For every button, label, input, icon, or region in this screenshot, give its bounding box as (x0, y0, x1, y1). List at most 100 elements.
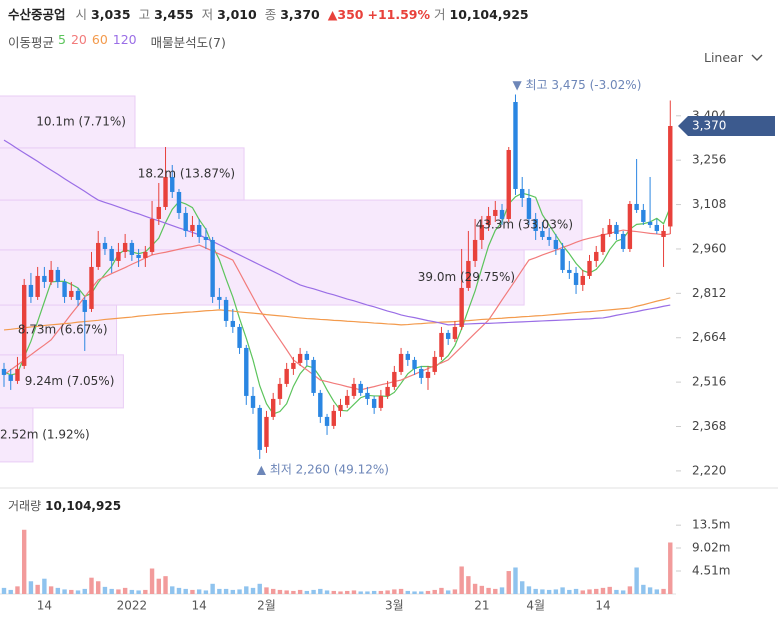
volume-bar (486, 587, 491, 594)
candle-body (371, 398, 377, 408)
ma-legend-entry[interactable]: 5 (58, 32, 66, 47)
ma-names: 5 20 60 120 (58, 32, 137, 51)
volume-bar (371, 590, 377, 594)
candle-body (587, 260, 592, 276)
candle-body (661, 230, 666, 237)
volume-bar (291, 590, 296, 594)
volume-bar (230, 589, 236, 594)
candle-body (627, 203, 633, 249)
candle-body (654, 224, 660, 231)
candle-body (244, 347, 249, 396)
volume-bar (600, 587, 606, 594)
candle-body (412, 359, 417, 369)
price-pane (0, 94, 673, 463)
volume-bar (338, 591, 343, 594)
candle-body (338, 404, 343, 411)
candle-body (580, 275, 585, 285)
volume-bar (567, 589, 572, 594)
candle-body (89, 266, 94, 309)
ma-line (3, 139, 671, 326)
volume-bar (304, 590, 310, 594)
x-tick-label: 2월 (257, 599, 276, 613)
volume-bar (55, 587, 61, 594)
volume-bar (594, 588, 599, 594)
volume-bar (96, 581, 101, 594)
volume-bar (345, 590, 350, 594)
volume-bar (627, 586, 633, 594)
candle-body (668, 125, 673, 227)
candle-body (196, 224, 202, 237)
candle-body (284, 368, 289, 384)
candle-body (62, 281, 67, 297)
volume-bar (163, 576, 168, 594)
volume-current: 10,104,925 (45, 499, 121, 513)
candle-body (479, 224, 485, 240)
candle-body (170, 176, 175, 192)
candle-body (513, 101, 518, 189)
volume-tick-label: 4.51m (692, 564, 730, 578)
min-marker: ▲ 최저 2,260 (49.12%) (257, 462, 389, 476)
volume-bar (398, 588, 404, 594)
candle-body (452, 326, 458, 339)
profile-bar (0, 304, 118, 356)
profile-label[interactable]: 매물분석도(7) (150, 35, 226, 50)
candle-body (277, 383, 283, 399)
candle-body (459, 287, 464, 327)
candle-body (533, 218, 538, 231)
value: 3,035 (91, 7, 131, 22)
ma-legend-entry[interactable]: 20 (70, 32, 87, 47)
ma-legend-entry[interactable]: 60 (91, 32, 108, 47)
candle-body (109, 248, 114, 261)
volume-bar (318, 588, 323, 594)
candle-body (230, 320, 236, 327)
volume-bar (102, 586, 108, 594)
volume-bar (75, 590, 81, 594)
volume-bar (540, 589, 545, 594)
y-tick-label: 2,516 (692, 375, 726, 389)
y-tick-label: 2,812 (692, 286, 726, 300)
volume-bar (257, 583, 262, 594)
volume-bar (217, 588, 222, 594)
volume-bar (351, 590, 357, 594)
candle-body (540, 230, 545, 237)
volume-bar (129, 589, 135, 594)
volume-bar (331, 590, 336, 594)
candle-body (210, 239, 215, 297)
ma-label[interactable]: 이동평균 (8, 35, 55, 50)
candle-body (466, 260, 471, 288)
candle-body (445, 332, 451, 339)
last-price-tag (678, 115, 775, 136)
volume-bar (641, 584, 646, 594)
volume-bar (35, 584, 40, 594)
volume-bar (203, 590, 209, 594)
profile-label: 9.24m (7.05%) (25, 374, 115, 388)
candle-body (55, 269, 61, 282)
volume-bar (466, 576, 471, 594)
y-tick-label: 2,368 (692, 419, 726, 433)
candle-body (331, 410, 336, 426)
volume-bar (196, 589, 202, 594)
x-tick-label: 21 (474, 599, 489, 613)
indicator-legend[interactable]: 이동평균 5 20 60 120 매물분석도(7) (8, 32, 226, 51)
ma-legend-entry[interactable]: 120 (112, 32, 137, 47)
volume-bar (271, 588, 276, 594)
volume-bar (311, 589, 316, 594)
volume-bar (297, 589, 303, 594)
value: 3,370 (280, 7, 320, 22)
change: ▲350 (327, 7, 364, 22)
volume-bar (654, 589, 660, 594)
candle-body (116, 251, 121, 261)
candle-body (223, 299, 229, 321)
x-tick-label: 14 (192, 599, 207, 613)
scale-select[interactable]: Linear (704, 50, 763, 65)
volume-tick-label: 9.02m (692, 541, 730, 555)
ma-line (3, 297, 671, 331)
candle-body (594, 251, 599, 261)
volume-label: 거래량 10,104,925 (8, 499, 121, 513)
candle-body (553, 239, 559, 249)
candle-body (573, 272, 579, 285)
candle-body (163, 176, 168, 207)
volume-bar (143, 589, 148, 594)
candle-body (250, 395, 256, 408)
